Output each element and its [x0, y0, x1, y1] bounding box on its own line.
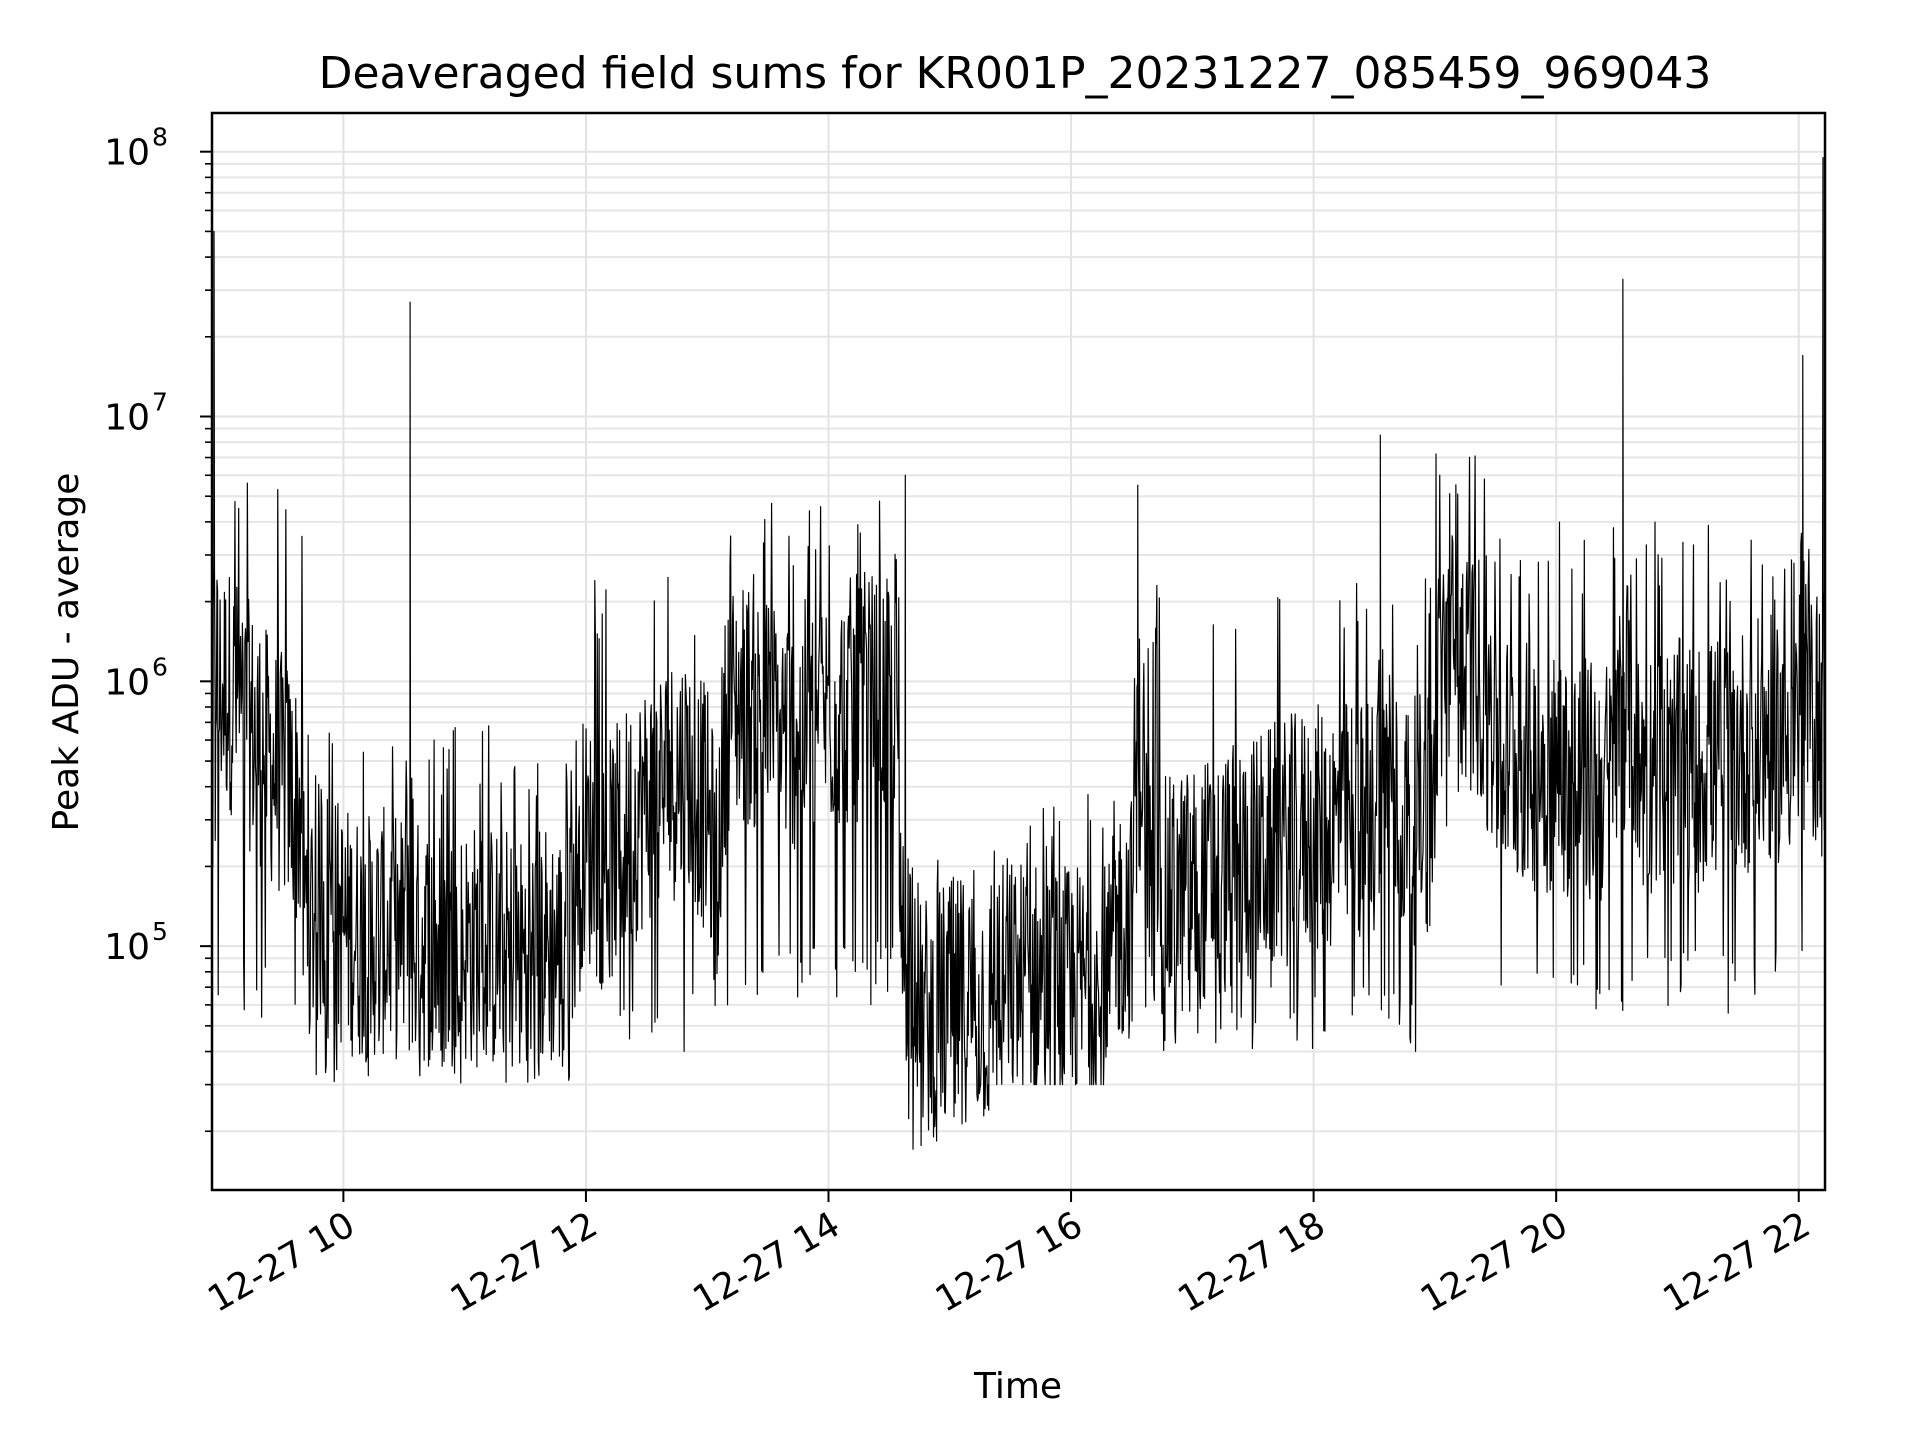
y-tick-exponent: 5 [152, 917, 168, 946]
y-tick-label: 10 [104, 133, 150, 174]
series-line [212, 157, 1825, 1150]
y-axis-label: Peak ADU - average [46, 473, 87, 832]
plot-frame [210, 111, 1827, 1192]
y-tick-label: 10 [104, 662, 150, 703]
y-tick-exponent: 8 [152, 123, 168, 152]
y-tick-exponent: 6 [152, 652, 168, 681]
y-tick-label: 10 [104, 398, 150, 439]
y-tick-label: 10 [104, 927, 150, 968]
chart-title: Deaveraged field sums for KR001P_2023122… [319, 48, 1712, 99]
axis-ticks [200, 150, 1800, 1202]
y-tick-exponent: 7 [152, 388, 168, 417]
plot-series [212, 157, 1825, 1150]
x-axis-label: Time [973, 1366, 1062, 1407]
